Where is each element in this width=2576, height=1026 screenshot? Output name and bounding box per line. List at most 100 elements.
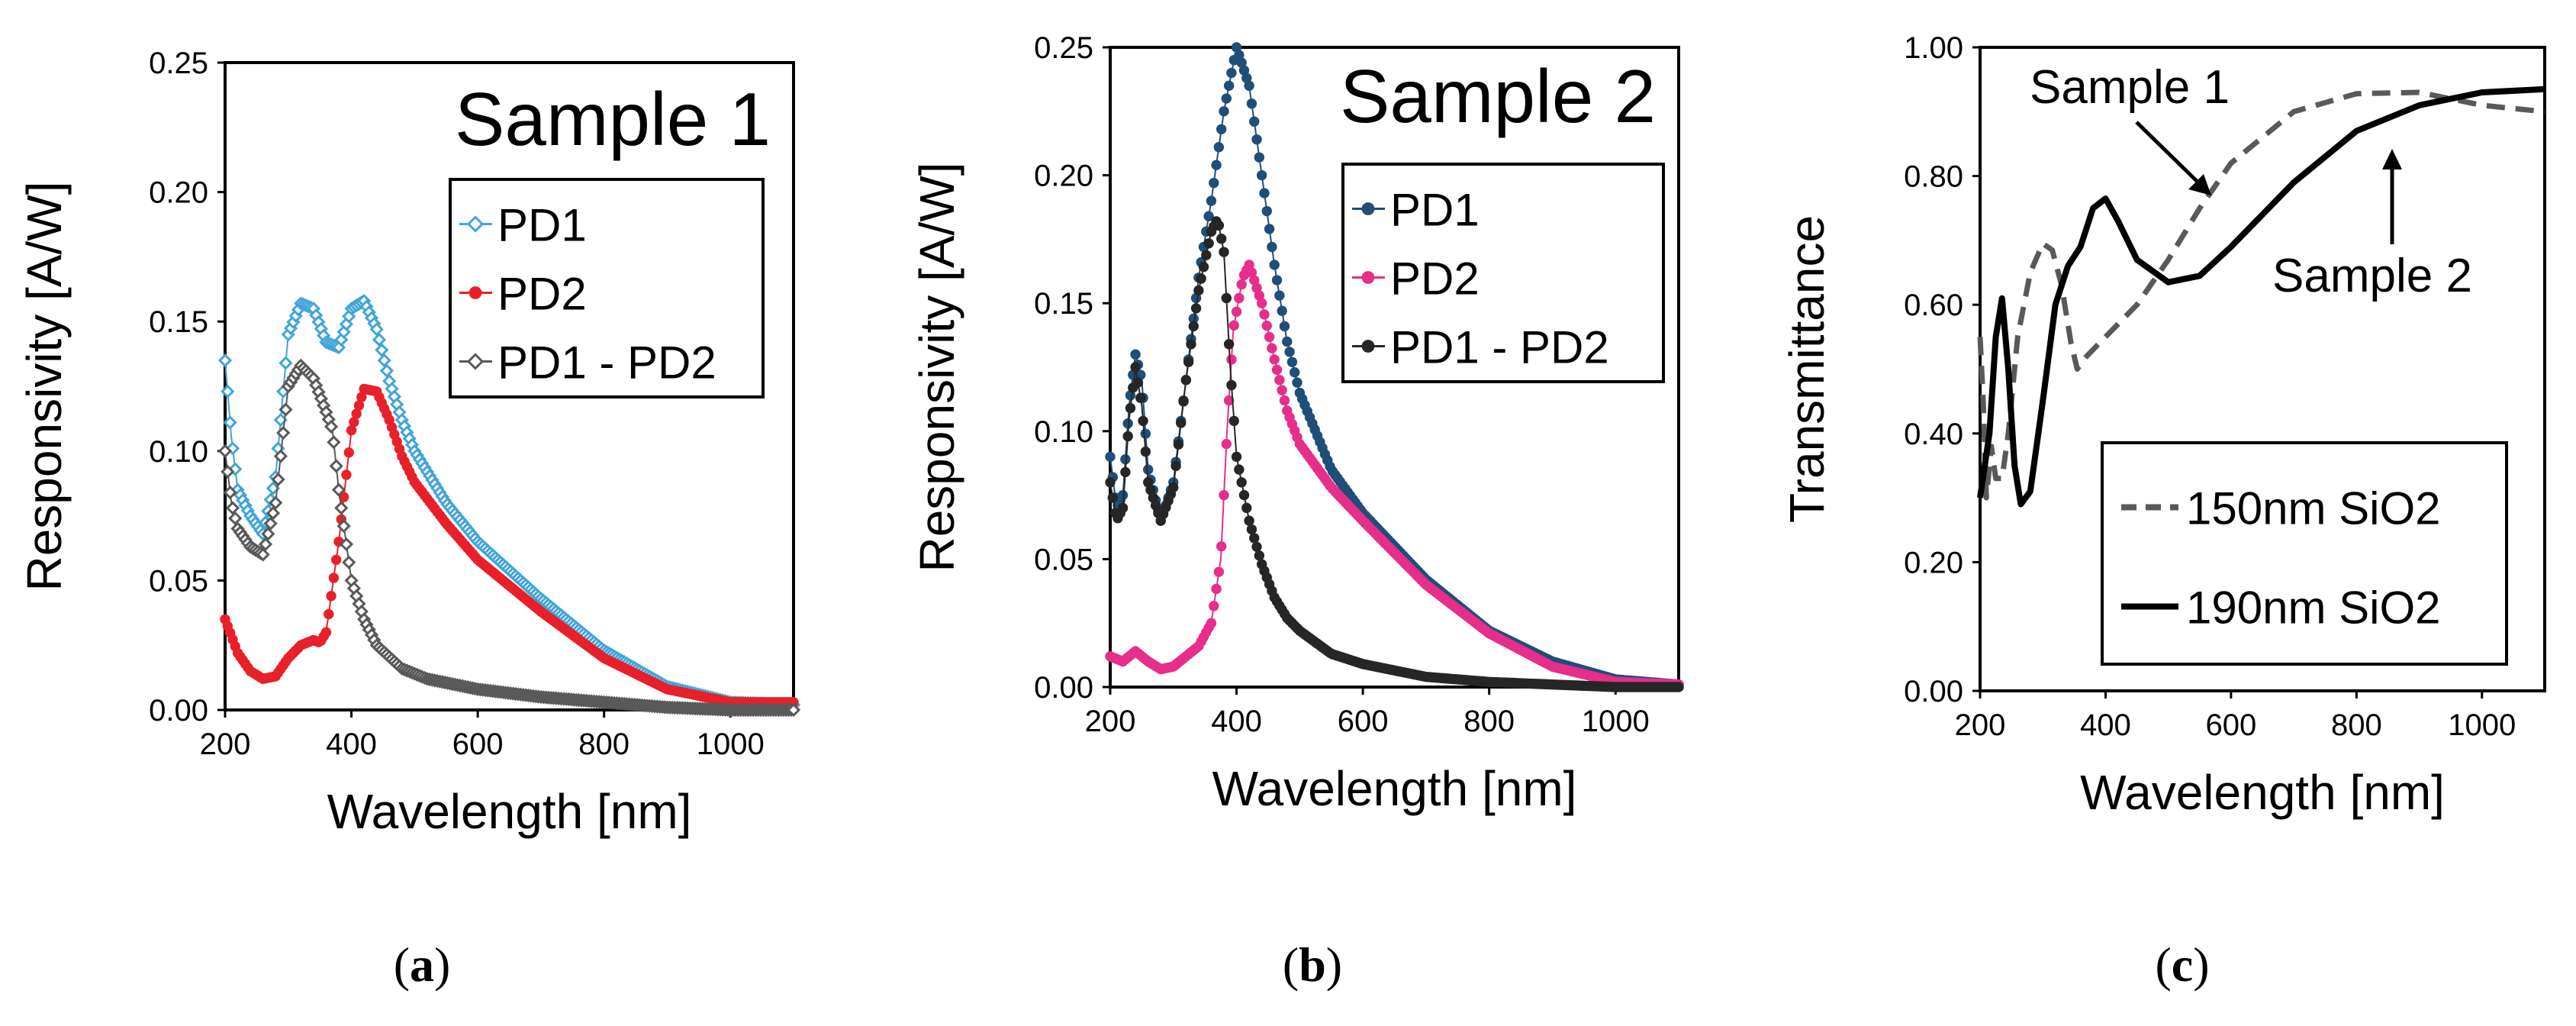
data-point: [1261, 320, 1272, 331]
data-point: [1105, 451, 1116, 463]
x-tick-label: 800: [2331, 708, 2382, 742]
y-tick-label: 0.40: [1904, 418, 1963, 451]
legend-marker: [1361, 202, 1375, 215]
panel-caption: (a): [394, 937, 451, 992]
y-tick-label: 0.05: [1034, 543, 1093, 576]
x-tick-label: 1000: [2448, 708, 2516, 742]
data-point: [1142, 464, 1154, 475]
data-point: [1190, 303, 1202, 314]
data-point: [372, 332, 387, 347]
data-point: [1170, 460, 1181, 472]
data-point: [1264, 224, 1275, 234]
chart-title: Sample 1: [455, 77, 771, 161]
data-point: [1188, 321, 1199, 332]
data-point: [271, 472, 285, 487]
data-point: [228, 511, 243, 526]
data-point: [341, 469, 352, 480]
data-point: [1130, 349, 1141, 360]
data-point: [336, 519, 351, 534]
data-point: [1223, 339, 1235, 350]
x-tick-label: 200: [200, 728, 251, 761]
data-point: [379, 363, 394, 378]
series-150nm-sio2: [1977, 89, 2545, 501]
x-axis-label: Wavelength [nm]: [1212, 761, 1577, 816]
caption-letter: b: [1299, 937, 1326, 992]
data-point: [261, 527, 275, 541]
data-point: [326, 591, 336, 602]
data-point: [1271, 364, 1283, 376]
x-axis-label: Wavelength [nm]: [2080, 765, 2445, 820]
data-point: [324, 608, 334, 620]
data-point: [1236, 477, 1247, 488]
data-point: [1178, 396, 1189, 407]
x-tick-label: 200: [1085, 705, 1136, 738]
panel-b: 0.00 0.05 0.10 0.15 0.20 0.25 200 400 600 800 1000…: [910, 31, 1684, 992]
data-point: [225, 501, 240, 515]
data-point: [223, 415, 237, 430]
legend-label: PD1: [1390, 185, 1480, 236]
data-point: [1221, 93, 1232, 104]
data-point: [1267, 241, 1277, 253]
x-axis-label: Wavelength [nm]: [327, 784, 692, 839]
legend-box: [449, 178, 765, 398]
y-tick-label: 0.60: [1904, 289, 1963, 322]
data-point: [1256, 298, 1267, 308]
legend-label: PD1 - PD2: [1390, 322, 1609, 373]
legend-label: PD1: [497, 200, 587, 251]
data-point: [369, 322, 384, 337]
data-point: [1130, 362, 1141, 373]
legend-marker: [1361, 271, 1375, 284]
data-point: [1196, 273, 1206, 284]
data-point: [343, 447, 354, 458]
data-point: [786, 702, 801, 718]
data-point: [258, 537, 273, 552]
y-axis-label: Responsivity [A/W]: [910, 162, 964, 572]
data-point: [1140, 446, 1151, 457]
data-point: [279, 356, 293, 370]
x-tick-label: 600: [2206, 708, 2257, 742]
data-point: [1251, 134, 1262, 145]
data-point: [1261, 205, 1272, 217]
y-tick-label: 0.80: [1904, 160, 1963, 194]
data-point: [1254, 152, 1265, 163]
series-line: [1977, 89, 2545, 501]
data-point: [1203, 211, 1214, 221]
caption-close: ): [434, 937, 450, 992]
annotations: Sample 1 Sample 2: [2030, 61, 2472, 302]
data-point: [1277, 305, 1287, 316]
data-point: [328, 573, 340, 583]
data-point: [1221, 438, 1232, 450]
data-point: [1264, 331, 1275, 343]
y-tick-label: 0.00: [1904, 675, 1963, 708]
data-point: [1244, 80, 1254, 91]
caption-close: ): [1326, 937, 1342, 992]
legend-marker: [469, 286, 482, 299]
data-point: [1209, 177, 1219, 189]
x-tick-label: 1000: [697, 728, 765, 761]
legend-marker: [466, 215, 485, 233]
data-point: [1286, 357, 1298, 367]
data-point: [1231, 451, 1242, 463]
data-point: [1216, 124, 1227, 134]
data-point: [1193, 285, 1204, 296]
x-tick-label: 1000: [1582, 705, 1650, 738]
data-point: [1249, 116, 1260, 127]
data-point: [1221, 292, 1232, 304]
data-point: [1219, 106, 1229, 117]
y-tick-label: 0.00: [1034, 671, 1093, 705]
data-point: [1168, 482, 1179, 493]
data-point: [1284, 347, 1295, 357]
data-point: [1254, 550, 1265, 561]
legend-box: [2101, 441, 2508, 666]
caption-open: (: [1283, 937, 1299, 992]
data-point: [1244, 515, 1254, 526]
caption-letter: a: [410, 937, 434, 992]
plot-frame: [224, 61, 795, 711]
y-tick-label: 0.15: [149, 305, 208, 339]
annotation-arrow: [2135, 121, 2203, 187]
data-point: [1209, 601, 1219, 611]
x-tick-label: 200: [1955, 708, 2006, 742]
data-point: [1269, 354, 1280, 365]
y-tick-label: 0.10: [1034, 415, 1093, 449]
data-point: [1211, 160, 1222, 170]
